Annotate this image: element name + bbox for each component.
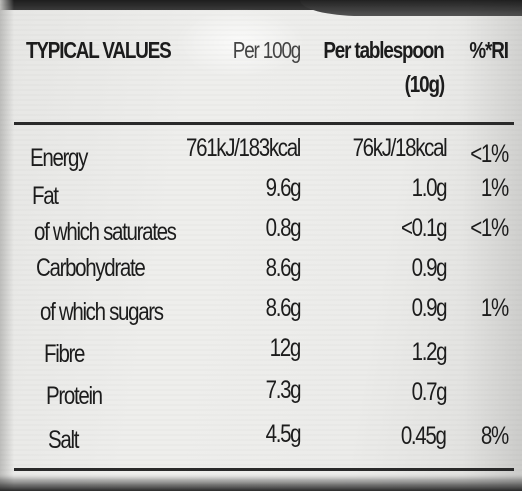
nutrient-name: Salt [48,426,79,454]
value-per-tablespoon: 0.45g [401,422,447,450]
nutrient-name: of which saturates [34,218,177,246]
value-per-100g: 9.6g [265,174,301,202]
value-ri: <1% [470,140,509,168]
value-per-tablespoon: 76kJ/18kcal [352,134,447,162]
value-per-tablespoon: 0.9g [411,254,447,282]
label-curve-shade [462,0,522,491]
header-serving-size: (10g) [404,71,445,97]
value-per-100g: 0.8g [265,214,301,242]
value-per-tablespoon: 0.7g [411,378,447,406]
nutrient-name: Fibre [44,340,85,368]
value-per-100g: 761kJ/183kcal [185,134,301,162]
value-ri: 1% [480,294,509,322]
jar-lid-shadow [0,0,522,16]
header-per-100g: Per 100g [232,37,302,63]
header-typical-values: TYPICAL VALUES [26,37,172,63]
table-bottom-divider [14,468,514,471]
label-edge-shade [0,0,14,491]
nutrient-name: Protein [46,382,103,410]
value-per-100g: 4.5g [265,420,301,448]
value-per-100g: 7.3g [265,376,301,404]
bottom-shadow [0,475,522,491]
value-per-tablespoon: <0.1g [400,214,448,242]
header-reference-intake: %*RI [469,37,510,63]
header-divider [14,122,514,125]
light-glare [175,8,305,78]
value-per-100g: 8.6g [265,254,301,282]
value-ri: 1% [480,174,509,202]
nutrient-name: Energy [30,144,88,172]
header-per-tablespoon: Per tablespoon [323,37,445,63]
nutrient-name: Carbohydrate [36,254,146,282]
value-per-tablespoon: 1.0g [411,174,447,202]
value-per-tablespoon: 1.2g [411,338,447,366]
value-ri: <1% [470,214,509,242]
nutrient-name: of which sugars [40,298,164,326]
value-per-100g: 8.6g [265,294,301,322]
value-ri: 8% [480,422,509,450]
value-per-tablespoon: 0.9g [411,294,447,322]
value-per-100g: 12g [269,334,302,362]
nutrient-name: Fat [32,182,59,210]
